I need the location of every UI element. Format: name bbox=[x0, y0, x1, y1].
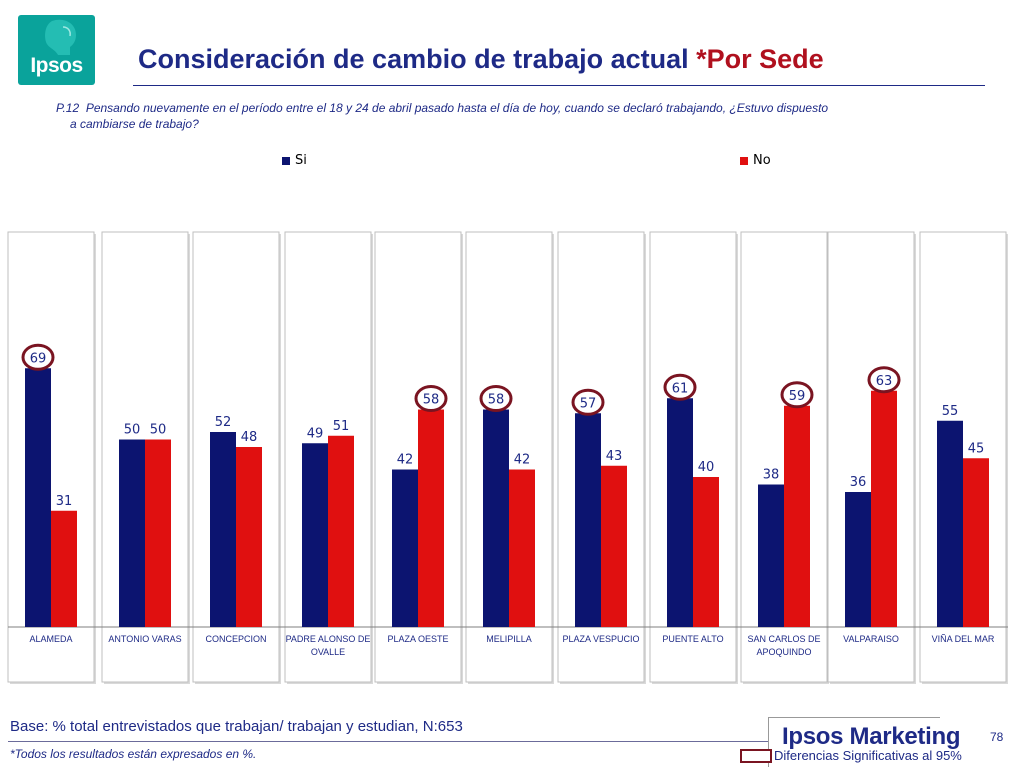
bar-si bbox=[937, 420, 963, 627]
bar-no bbox=[236, 447, 262, 627]
question-line-2: a cambiarse de trabajo? bbox=[70, 117, 199, 131]
bar-no bbox=[784, 405, 810, 627]
value-label-si: 42 bbox=[397, 453, 414, 468]
bar-si bbox=[575, 413, 601, 627]
category-label: CONCEPCION bbox=[205, 634, 266, 644]
bar-si bbox=[845, 492, 871, 627]
bar-si bbox=[483, 409, 509, 627]
category-label: PADRE ALONSO DE bbox=[286, 634, 371, 644]
page-number: 78 bbox=[990, 730, 1004, 744]
value-label-si: 55 bbox=[942, 404, 959, 419]
significance-circle bbox=[867, 366, 901, 394]
bar-si bbox=[119, 439, 145, 627]
bar-si bbox=[302, 443, 328, 627]
value-label-no: 43 bbox=[606, 449, 623, 464]
bar-no bbox=[963, 458, 989, 627]
brand-name: Ipsos Marketing bbox=[782, 723, 961, 750]
value-label-no: 63 bbox=[876, 374, 893, 389]
category-label: ANTONIO VARAS bbox=[108, 634, 181, 644]
significance-legend: Diferencias Significativas al 95% bbox=[740, 748, 962, 763]
category-label: VALPARAISO bbox=[843, 634, 899, 644]
bar-no bbox=[51, 510, 77, 627]
ipsos-logo: Ipsos bbox=[18, 15, 95, 85]
value-label-no: 31 bbox=[56, 494, 73, 509]
significance-marker-icon bbox=[740, 748, 772, 763]
value-label-no: 58 bbox=[423, 393, 440, 408]
bar-no bbox=[693, 477, 719, 627]
bar-si bbox=[210, 432, 236, 627]
significance-label: Diferencias Significativas al 95% bbox=[774, 748, 962, 763]
value-label-si: 61 bbox=[672, 381, 689, 396]
category-label: APOQUINDO bbox=[756, 647, 811, 657]
page-title: Consideración de cambio de trabajo actua… bbox=[138, 44, 824, 75]
category-label: MELIPILLA bbox=[486, 634, 532, 644]
title-accent: *Por Sede bbox=[696, 44, 824, 74]
significance-circle bbox=[21, 343, 55, 371]
bar-no bbox=[601, 465, 627, 627]
category-label: PLAZA VESPUCIO bbox=[562, 634, 639, 644]
significance-circle bbox=[663, 373, 697, 401]
category-label: OVALLE bbox=[311, 647, 345, 657]
value-label-no: 45 bbox=[968, 441, 985, 456]
significance-circle bbox=[780, 381, 814, 409]
significance-circle bbox=[571, 388, 605, 416]
category-label: VIÑA DEL MAR bbox=[932, 634, 995, 644]
bar-si bbox=[25, 368, 51, 627]
value-label-si: 38 bbox=[763, 468, 780, 483]
bar-si bbox=[667, 398, 693, 627]
footnote: *Todos los resultados están expresados e… bbox=[10, 747, 257, 761]
question-text: P.12 Pensando nuevamente en el período e… bbox=[56, 100, 976, 132]
value-label-si: 36 bbox=[850, 475, 867, 490]
bar-si bbox=[392, 469, 418, 627]
brand-box bbox=[768, 717, 940, 767]
value-label-si: 50 bbox=[124, 423, 141, 438]
value-label-no: 48 bbox=[241, 430, 258, 445]
bar-no bbox=[871, 390, 897, 627]
legend-label-si: Si bbox=[295, 153, 307, 168]
bar-no bbox=[145, 439, 171, 627]
footer-divider bbox=[8, 741, 768, 742]
value-label-si: 69 bbox=[30, 351, 47, 366]
category-label: PLAZA OESTE bbox=[387, 634, 448, 644]
legend-label-no: No bbox=[753, 153, 771, 168]
value-label-no: 51 bbox=[333, 419, 350, 434]
value-label-si: 49 bbox=[307, 426, 324, 441]
value-label-si: 57 bbox=[580, 396, 597, 411]
bar-no bbox=[328, 435, 354, 627]
legend-item-no: No bbox=[740, 153, 771, 168]
value-label-si: 58 bbox=[488, 393, 505, 408]
logo-text: Ipsos bbox=[30, 54, 83, 77]
value-label-no: 59 bbox=[789, 389, 806, 404]
bar-si bbox=[758, 484, 784, 627]
base-note: Base: % total entrevistados que trabajan… bbox=[10, 718, 463, 735]
legend-item-si: Si bbox=[282, 153, 307, 168]
category-label: SAN CARLOS DE bbox=[747, 634, 820, 644]
value-label-no: 40 bbox=[698, 460, 715, 475]
legend-swatch-no bbox=[740, 156, 748, 165]
bar-chart: 69 31 ALAMEDA 50 50 ANTONIO VARAS 52 48 CONCEPCI… bbox=[7, 231, 1008, 684]
significance-circle bbox=[414, 385, 448, 412]
legend-swatch-si bbox=[282, 156, 290, 165]
value-label-no: 50 bbox=[150, 423, 167, 438]
bar-no bbox=[418, 409, 444, 627]
bar-no bbox=[509, 469, 535, 627]
question-line-1: Pensando nuevamente en el período entre … bbox=[85, 101, 829, 115]
question-number: P.12 bbox=[56, 101, 80, 115]
category-label: ALAMEDA bbox=[29, 634, 72, 644]
category-label: PUENTE ALTO bbox=[662, 634, 723, 644]
value-label-si: 52 bbox=[215, 415, 232, 430]
value-label-no: 42 bbox=[514, 453, 531, 468]
title-divider bbox=[133, 85, 985, 86]
significance-circle bbox=[479, 385, 513, 412]
face-silhouette-icon bbox=[45, 19, 76, 55]
title-main: Consideración de cambio de trabajo actua… bbox=[138, 44, 697, 74]
